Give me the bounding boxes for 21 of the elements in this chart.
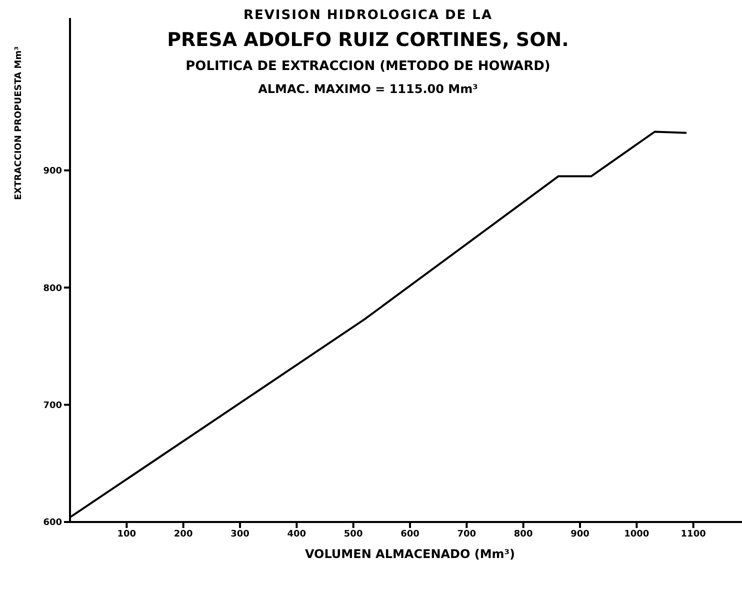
x-tick-label: 300 [230,529,250,540]
x-tick-label: 700 [457,529,476,540]
y-tick-label: 900 [43,166,62,177]
x-axis-title: VOLUMEN ALMACENADO (Mm³) [304,547,516,561]
y-tick-label: 700 [43,400,62,411]
x-tick-label: 500 [344,529,363,540]
x-tick-label: 900 [570,529,590,540]
x-tick-label: 1000 [624,529,650,540]
x-tick-label: 600 [400,529,420,540]
x-tick-label: 1100 [680,529,706,540]
annotation: POLITICA DE EXTRACCION (METODO DE HOWARD) [184,59,552,74]
x-tick-label: 800 [514,529,533,540]
x-tick-label: 200 [174,529,193,540]
y-tick-label: 600 [43,518,62,528]
y-tick-label: 800 [43,284,62,294]
x-tick-label: 100 [117,529,136,540]
y-axis-title: EXTRACCION PROPUESTA Mm³ [14,46,24,200]
annotation: ALMAC. MAXIMO = 1115.00 Mm³ [257,82,479,96]
x-tick-label: 400 [287,529,306,540]
text: PRESA ADOLFO RUIZ CORTINES, SON. [166,29,570,51]
chart-title: REVISION HIDROLOGICA DE LA [242,8,494,23]
